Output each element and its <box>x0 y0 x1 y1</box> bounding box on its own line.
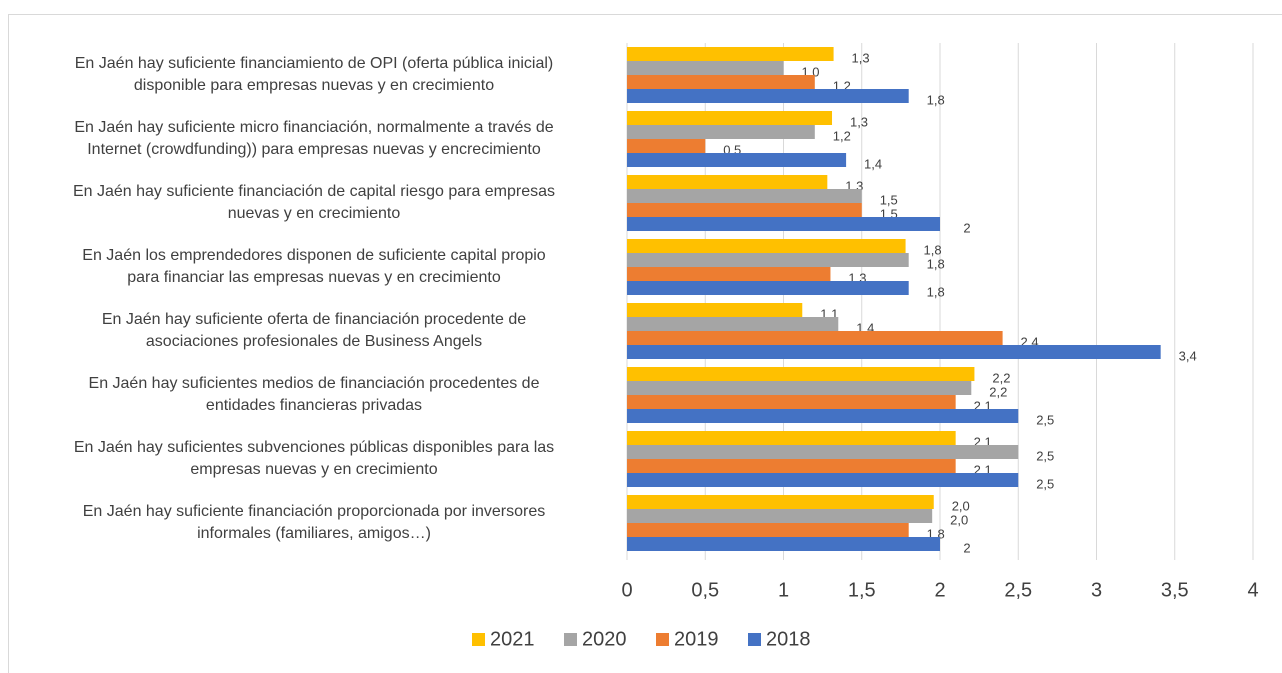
data-label: 1,4 <box>864 156 882 171</box>
bar <box>627 239 906 253</box>
x-tick-label: 0 <box>621 579 632 601</box>
bar <box>627 125 815 139</box>
bar <box>627 267 831 281</box>
category-label: En Jaén hay suficientes medios de financ… <box>88 375 540 414</box>
bar <box>627 473 1019 487</box>
bar <box>627 281 909 295</box>
bar <box>627 189 862 203</box>
x-tick-label: 1,5 <box>848 579 876 601</box>
category-label: En Jaén hay suficiente oferta de financi… <box>101 311 527 350</box>
data-label: 1,8 <box>927 256 945 271</box>
data-label: 2,5 <box>1036 448 1054 463</box>
category-label: En Jaén hay suficiente micro financiació… <box>74 119 554 158</box>
legend-swatch <box>564 633 577 646</box>
chart-border <box>8 14 1282 673</box>
legend-label: 2018 <box>766 628 811 650</box>
data-label: 2,5 <box>1036 476 1054 491</box>
bar <box>627 381 972 395</box>
category-label: En Jaén hay suficiente financiación prop… <box>82 503 546 542</box>
category-label: En Jaén hay suficiente financiamiento de… <box>74 55 554 94</box>
data-label: 1,8 <box>924 242 942 257</box>
bar <box>627 409 1019 423</box>
legend-swatch <box>748 633 761 646</box>
legend-label: 2021 <box>490 628 535 650</box>
bar <box>627 253 909 267</box>
x-tick-label: 3,5 <box>1161 579 1189 601</box>
data-label: 3,4 <box>1179 348 1197 363</box>
data-label: 2,0 <box>950 512 968 527</box>
legend-swatch <box>472 633 485 646</box>
x-tick-label: 4 <box>1247 579 1258 601</box>
bar <box>627 537 940 551</box>
category-label: En Jaén los emprendedores disponen de su… <box>82 247 546 286</box>
bar <box>627 203 862 217</box>
data-label: 2 <box>963 540 970 555</box>
data-label: 1,8 <box>927 284 945 299</box>
x-tick-label: 3 <box>1091 579 1102 601</box>
category-label: En Jaén hay suficiente financiación de c… <box>72 183 556 222</box>
bar <box>627 523 909 537</box>
x-tick-label: 2,5 <box>1004 579 1032 601</box>
bar <box>627 395 956 409</box>
data-label: 1,3 <box>852 50 870 65</box>
bar <box>627 139 706 153</box>
legend-label: 2020 <box>582 628 627 650</box>
legend-label: 2019 <box>674 628 719 650</box>
data-label: 2,0 <box>952 498 970 513</box>
data-label: 1,8 <box>927 92 945 107</box>
bar <box>627 317 839 331</box>
data-label: 2,2 <box>992 370 1010 385</box>
category-label: En Jaén hay suficientes subvenciones púb… <box>73 439 555 478</box>
bar <box>627 47 834 61</box>
bar <box>627 509 933 523</box>
bar <box>627 331 1003 345</box>
bar <box>627 75 815 89</box>
bar <box>627 175 828 189</box>
data-label: 1,3 <box>850 114 868 129</box>
bar <box>627 431 956 445</box>
bar <box>627 495 934 509</box>
data-label: 2,2 <box>989 384 1007 399</box>
bar <box>627 61 784 75</box>
data-label: 1,5 <box>880 192 898 207</box>
data-label: 1,2 <box>833 128 851 143</box>
bar <box>627 111 833 125</box>
x-tick-label: 2 <box>934 579 945 601</box>
bar <box>627 459 956 473</box>
x-tick-label: 1 <box>778 579 789 601</box>
bar <box>627 217 940 231</box>
legend-swatch <box>656 633 669 646</box>
bar <box>627 153 847 167</box>
x-tick-label: 0,5 <box>691 579 719 601</box>
data-label: 2 <box>963 220 970 235</box>
bar <box>627 89 909 103</box>
bar <box>627 303 803 317</box>
data-label: 2,5 <box>1036 412 1054 427</box>
bar <box>627 445 1019 459</box>
bar <box>627 345 1161 359</box>
bar <box>627 367 975 381</box>
